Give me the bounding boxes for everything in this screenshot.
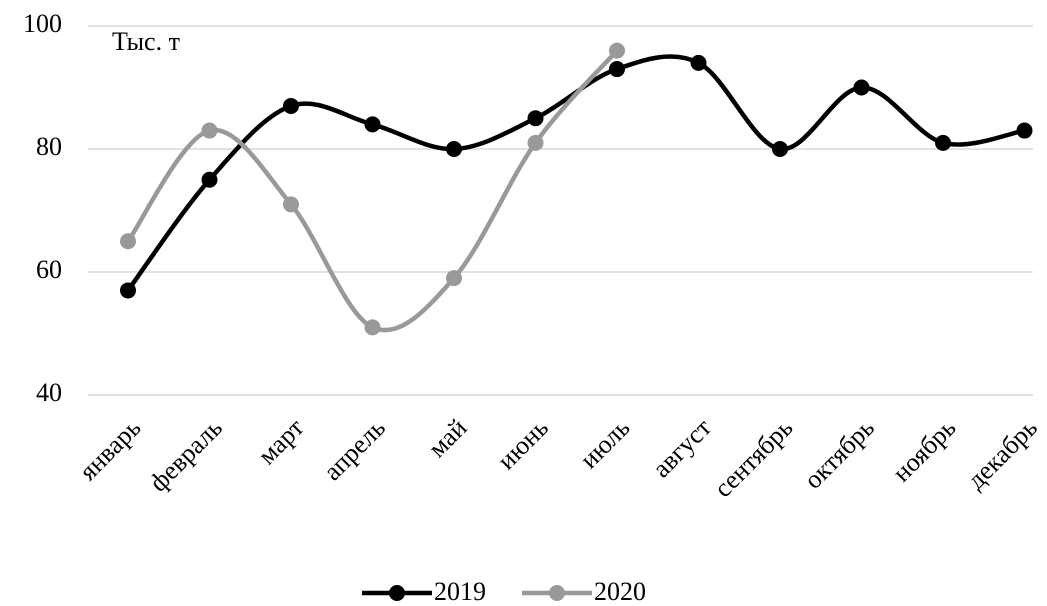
x-tick-label: октябрь [798, 413, 880, 495]
y-tick-label: 100 [23, 9, 62, 38]
data-point [609, 61, 625, 78]
data-point [527, 110, 544, 127]
y-tick-label: 60 [36, 255, 62, 284]
unit-annotation: Тыс. т [112, 27, 180, 56]
x-tick-label: январь [73, 413, 146, 486]
legend-item: 2019 [362, 577, 486, 606]
data-point [120, 233, 136, 250]
x-tick-label: апрель [318, 413, 391, 486]
x-tick-label: август [647, 413, 717, 483]
data-point [283, 196, 299, 213]
legend-item: 2020 [522, 577, 646, 606]
x-tick-label: февраль [144, 413, 228, 497]
x-tick-label: ноябрь [887, 413, 962, 488]
x-tick-label: сентябрь [708, 413, 798, 503]
data-point [527, 134, 544, 151]
data-point [120, 282, 136, 299]
data-point [364, 319, 381, 336]
x-tick-label: март [252, 413, 309, 470]
data-point [446, 141, 462, 157]
x-tick-label: июль [574, 413, 635, 474]
data-point [283, 97, 299, 114]
x-tick-label: декабрь [961, 413, 1043, 495]
legend-marker [549, 585, 565, 601]
y-tick-label: 80 [36, 132, 62, 161]
data-point [772, 141, 788, 157]
data-point [446, 270, 462, 287]
data-point [853, 79, 870, 96]
legend-label: 2019 [434, 577, 486, 606]
data-point [201, 171, 218, 188]
data-point [201, 122, 218, 139]
data-point [609, 42, 625, 59]
legend-label: 2020 [594, 577, 646, 606]
y-tick-label: 40 [36, 378, 62, 407]
data-point [935, 134, 951, 151]
x-tick-label: июнь [492, 413, 554, 475]
data-point [1016, 122, 1033, 139]
data-point [364, 116, 381, 133]
x-tick-label: май [422, 413, 472, 463]
legend-marker [389, 585, 405, 601]
data-point [690, 54, 707, 71]
